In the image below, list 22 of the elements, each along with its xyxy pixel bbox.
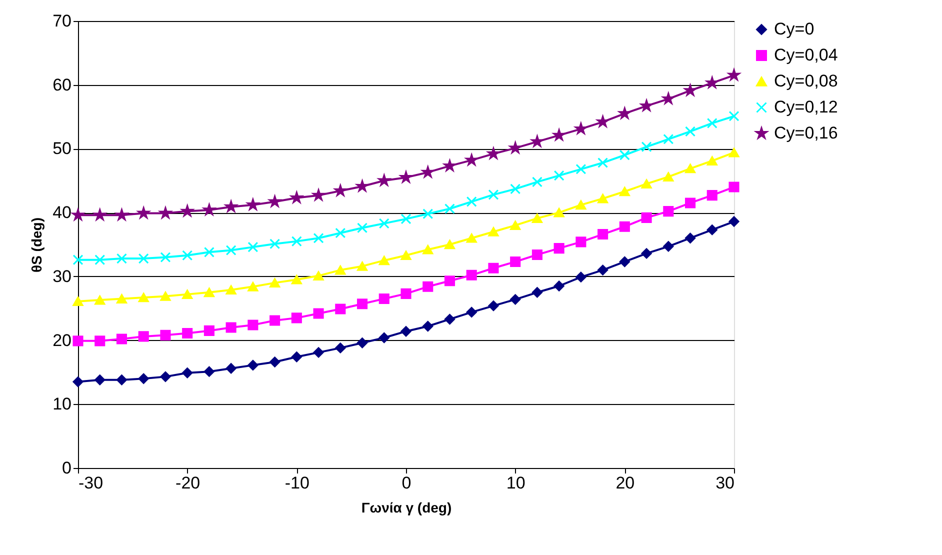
x-tick-label: 30 [716,474,734,492]
y-tick-label: 60 [52,75,72,94]
y-tick-label: 10 [52,394,72,414]
y-tick-label: 20 [52,330,72,350]
legend-label: Cy=0,08 [774,72,838,90]
x-tick-label: 0 [402,474,412,492]
x-tick-label: 20 [616,474,635,492]
y-axis-title: θS (deg) [28,217,45,273]
y-tick-label: 50 [52,139,72,158]
x-tick-label: -10 [284,474,310,492]
x-axis-title: Γωνία γ (deg) [361,500,452,516]
x-tick-label: -20 [176,474,200,492]
y-tick-label: 30 [52,266,72,286]
legend-label: Cy=0,16 [774,124,838,142]
x-tick-label: 10 [506,474,526,492]
legend-label: Cy=0,04 [774,46,838,64]
y-tick-label: 70 [52,12,72,30]
legend-label: Cy=0 [774,20,814,38]
y-tick-label: 0 [62,458,72,478]
legend-label: Cy=0,12 [774,98,838,116]
y-tick-label: 40 [52,203,72,222]
x-tick-label: -30 [78,474,104,492]
